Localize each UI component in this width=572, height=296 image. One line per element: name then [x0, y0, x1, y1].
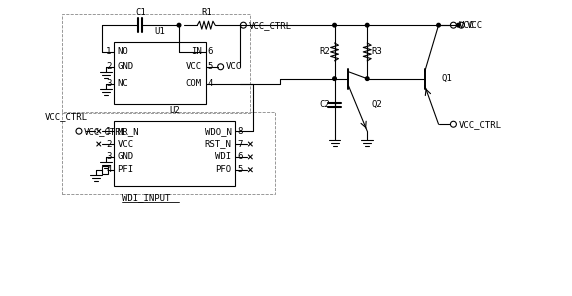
Text: VCC: VCC — [466, 21, 482, 30]
Text: MR_N: MR_N — [118, 127, 139, 136]
Text: IN: IN — [191, 47, 202, 57]
Text: WDI: WDI — [216, 152, 232, 161]
Text: PFO: PFO — [216, 165, 232, 174]
Text: GND: GND — [118, 152, 134, 161]
Text: 5: 5 — [237, 165, 243, 174]
Bar — [62, 14, 251, 113]
Text: VCC: VCC — [458, 21, 475, 30]
Text: 5: 5 — [208, 62, 213, 71]
Text: R3: R3 — [371, 47, 382, 57]
Circle shape — [177, 23, 181, 27]
Text: VCC_CTRL: VCC_CTRL — [84, 127, 127, 136]
Text: 2: 2 — [106, 139, 112, 149]
Text: VCC: VCC — [225, 62, 242, 71]
Circle shape — [366, 77, 369, 81]
Text: U2: U2 — [169, 106, 180, 115]
Text: 3: 3 — [106, 79, 112, 88]
Text: C1: C1 — [135, 8, 146, 17]
Circle shape — [437, 23, 440, 27]
Text: NO: NO — [118, 47, 128, 57]
Text: U1: U1 — [154, 27, 165, 36]
Text: VCC_CTRL: VCC_CTRL — [44, 112, 88, 121]
Bar — [114, 121, 236, 186]
Text: 1: 1 — [106, 127, 112, 136]
Text: VCC_CTRL: VCC_CTRL — [248, 21, 291, 30]
Text: RST_N: RST_N — [205, 139, 232, 149]
Text: 3: 3 — [106, 152, 112, 161]
Circle shape — [366, 23, 369, 27]
Text: NC: NC — [118, 79, 128, 88]
Text: Q2: Q2 — [371, 100, 382, 110]
Text: VCC_CTRL: VCC_CTRL — [458, 120, 502, 129]
Bar — [102, 166, 108, 174]
Circle shape — [333, 23, 336, 27]
Text: Q1: Q1 — [442, 74, 452, 83]
Text: R1: R1 — [201, 8, 212, 17]
Text: 7: 7 — [237, 139, 243, 149]
Text: VCC: VCC — [118, 139, 134, 149]
Text: GND: GND — [118, 62, 134, 71]
Text: 6: 6 — [208, 47, 213, 57]
Text: 8: 8 — [237, 127, 243, 136]
Circle shape — [333, 77, 336, 81]
Circle shape — [456, 23, 460, 27]
Text: C2: C2 — [320, 100, 331, 110]
Bar — [114, 42, 206, 104]
Bar — [62, 112, 275, 194]
Text: VCC: VCC — [186, 62, 202, 71]
Text: 1: 1 — [106, 47, 112, 57]
Text: COM: COM — [186, 79, 202, 88]
Text: 4: 4 — [106, 165, 112, 174]
Text: WDO_N: WDO_N — [205, 127, 232, 136]
Text: 6: 6 — [237, 152, 243, 161]
Text: R2: R2 — [320, 47, 331, 57]
Text: WDI_INPUT: WDI_INPUT — [122, 194, 170, 202]
Text: 2: 2 — [106, 62, 112, 71]
Text: 4: 4 — [208, 79, 213, 88]
Text: PFI: PFI — [118, 165, 134, 174]
